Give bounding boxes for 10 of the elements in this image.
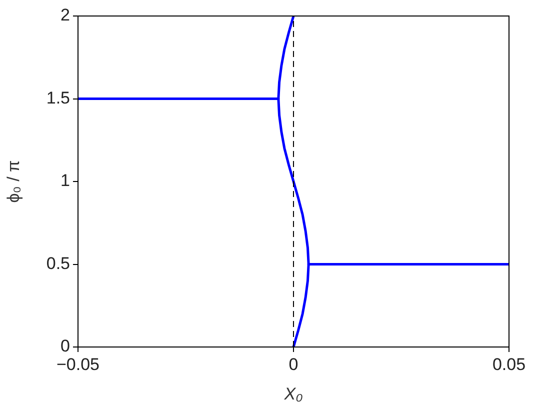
x-tick-label: 0.05 xyxy=(492,354,526,374)
y-tick-label: 1 xyxy=(60,171,70,190)
y-tick-label: 2 xyxy=(60,6,70,25)
y-tick-label: 1.5 xyxy=(46,88,70,108)
x-tick-label: −0.05 xyxy=(56,354,100,374)
y-tick-label: 0 xyxy=(60,336,70,356)
x-axis-title: X₀ xyxy=(283,384,303,404)
y-tick-label: 0.5 xyxy=(46,254,70,273)
y-axis-title: ϕ₀ / π xyxy=(4,160,23,203)
x-tick-label: 0 xyxy=(288,354,298,374)
